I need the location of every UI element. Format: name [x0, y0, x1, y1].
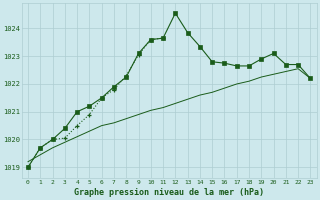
- X-axis label: Graphe pression niveau de la mer (hPa): Graphe pression niveau de la mer (hPa): [74, 188, 264, 197]
